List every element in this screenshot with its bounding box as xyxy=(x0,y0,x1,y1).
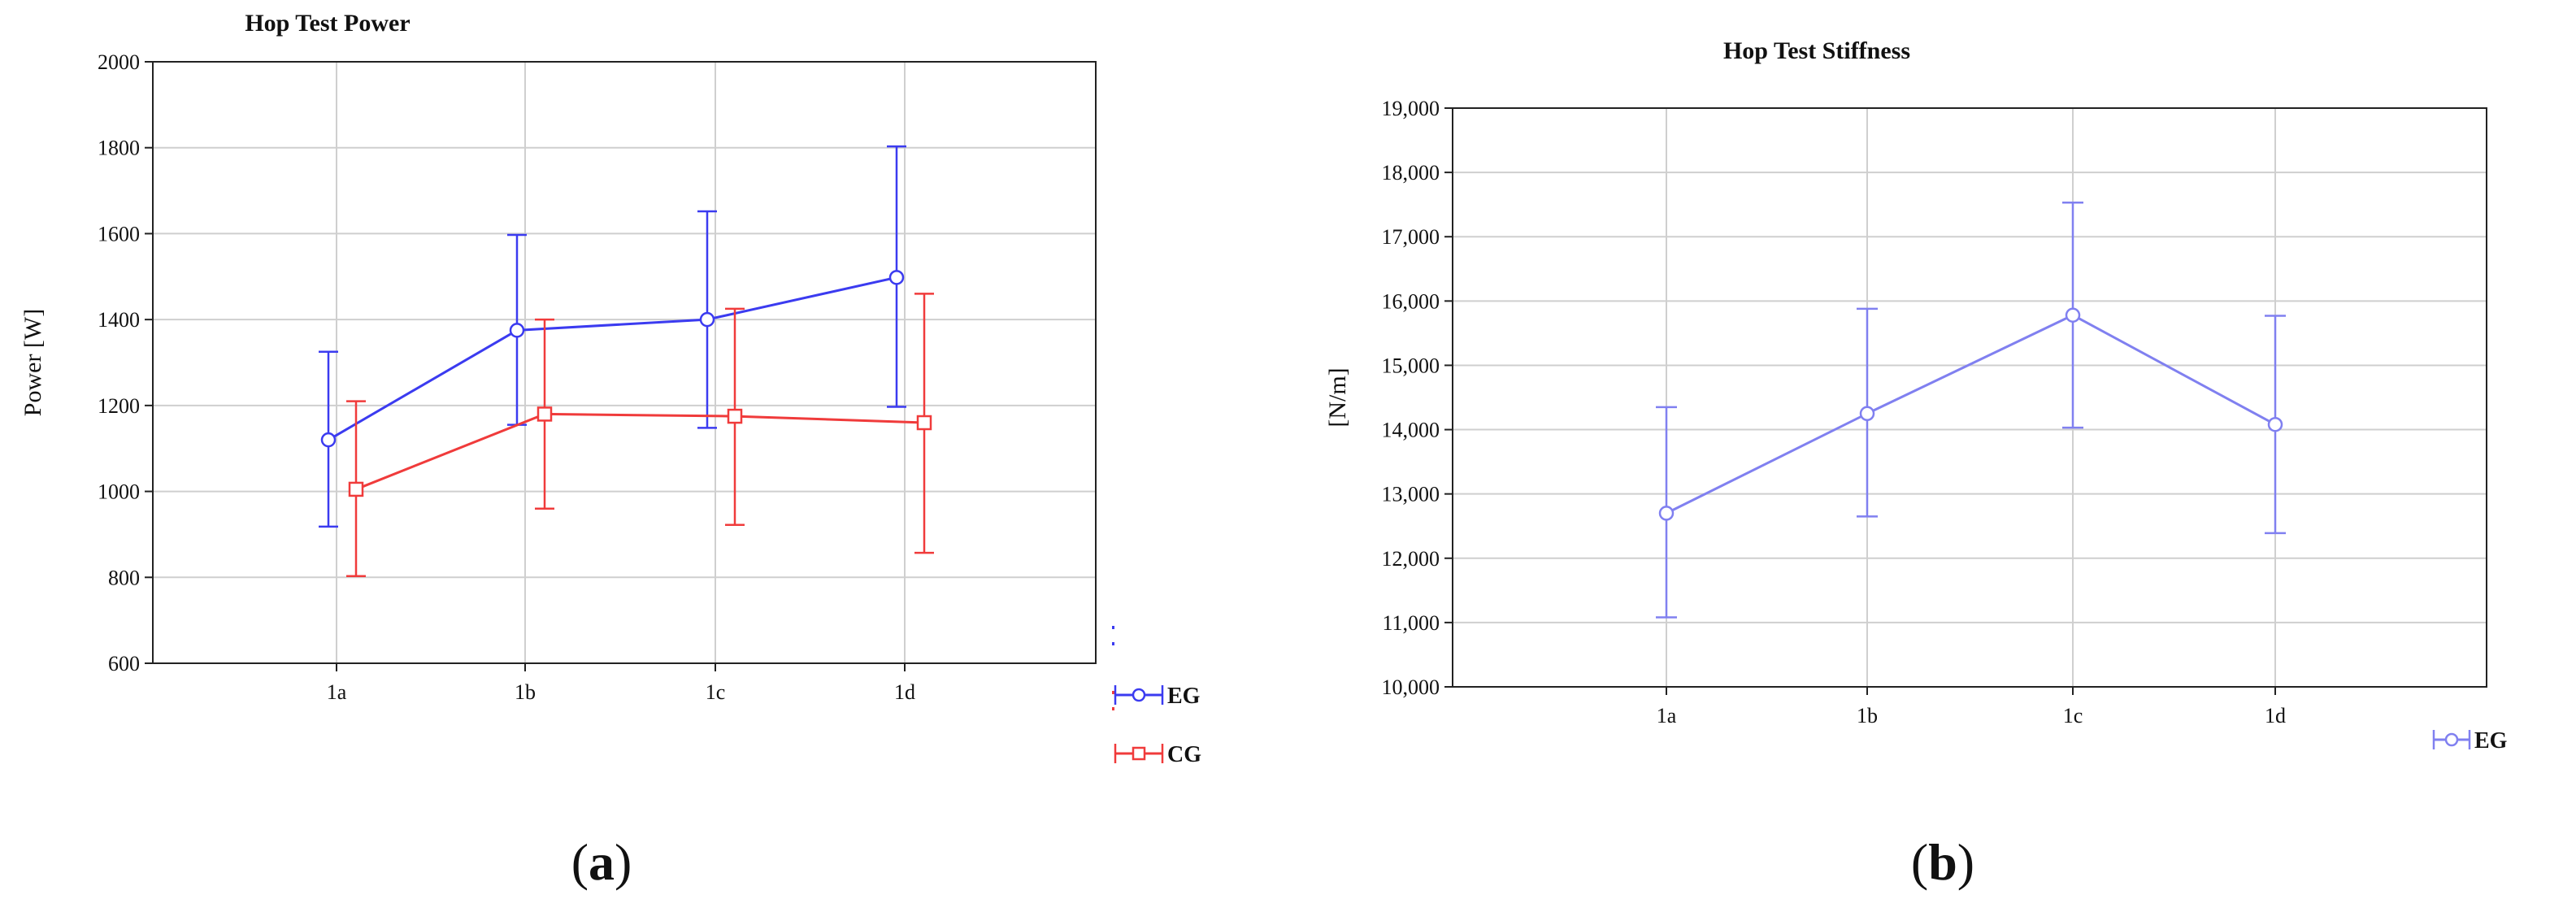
x-tick-label: 1c xyxy=(706,680,726,704)
series-line xyxy=(328,276,897,441)
legend-tick-mark xyxy=(1112,642,1114,645)
data-point xyxy=(320,432,337,448)
data-point xyxy=(699,311,715,328)
y-tick-label: 17,000 xyxy=(1382,225,1440,249)
chart-title: Hop Test Power xyxy=(245,10,410,37)
legend-label: CG xyxy=(1167,742,1201,767)
chart-title: Hop Test Stiffness xyxy=(1723,37,1910,64)
y-tick-label: 1800 xyxy=(98,137,140,160)
series-eg xyxy=(319,145,906,528)
x-tick-label: 1a xyxy=(1657,704,1677,727)
chart-power: 600 800 1000 1200 1400 1600 1800 2000 1a 1b 1c 1d Ho… xyxy=(20,10,1201,891)
x-tick-label: 1d xyxy=(894,680,915,704)
data-point xyxy=(727,408,743,424)
legend-marker xyxy=(2444,732,2459,747)
y-tick-label: 18,000 xyxy=(1382,161,1440,185)
y-tick-label: 1000 xyxy=(98,480,140,504)
plot-area xyxy=(153,62,1096,663)
data-point xyxy=(1658,506,1675,521)
y-tick-label: 10,000 xyxy=(1382,675,1440,699)
y-tick-label: 800 xyxy=(108,566,140,589)
data-point xyxy=(348,481,364,497)
series-eg xyxy=(1656,202,2286,619)
plot-frame xyxy=(1452,107,2487,688)
y-tick-label: 16,000 xyxy=(1382,289,1440,313)
legend-tick-mark xyxy=(1112,691,1114,694)
y-tick-label: 19,000 xyxy=(1382,97,1440,120)
x-tick-label: 1b xyxy=(1857,704,1878,727)
data-point xyxy=(536,406,553,422)
y-tick-label: 12,000 xyxy=(1382,547,1440,571)
chart-stiffness: 10,000 11,000 12,000 13,000 14,000 15,000 16,0… xyxy=(1324,37,2508,891)
y-tick-label: 15,000 xyxy=(1382,354,1440,377)
y-axis-label: [N/m] xyxy=(1324,367,1351,427)
x-tick-label: 1c xyxy=(2063,704,2083,727)
y-tick-label: 11,000 xyxy=(1382,611,1440,635)
series-line xyxy=(1666,314,2276,515)
y-tick-label: 14,000 xyxy=(1382,419,1440,442)
panel-label: (b) xyxy=(1911,833,1974,891)
panel-label: (a) xyxy=(571,833,632,891)
data-point xyxy=(1859,406,1875,422)
data-point xyxy=(509,323,525,338)
y-tick-label: 600 xyxy=(108,652,140,675)
plot-frame xyxy=(152,61,1097,664)
y-tick-label: 1200 xyxy=(98,394,140,418)
series-cg xyxy=(346,293,934,577)
data-point xyxy=(2065,307,2081,323)
y-tick-label: 2000 xyxy=(98,50,140,74)
data-point xyxy=(916,415,932,431)
data-point xyxy=(888,270,905,285)
y-tick-label: 1600 xyxy=(98,222,140,245)
x-tick-label: 1a xyxy=(327,680,347,704)
legend-marker xyxy=(1132,688,1146,702)
legend-marker xyxy=(1132,746,1146,761)
legend: EG CG xyxy=(1112,626,1201,767)
series-line xyxy=(355,412,925,491)
x-tick-label: 1b xyxy=(515,680,536,704)
legend: EG xyxy=(2432,728,2508,753)
x-tick-label: 1d xyxy=(2265,704,2286,727)
y-axis-label: Power [W] xyxy=(20,309,46,416)
legend-tick-mark xyxy=(1112,707,1114,710)
legend-tick-mark xyxy=(1112,626,1114,629)
legend-label: EG xyxy=(1167,684,1201,709)
y-tick-label: 13,000 xyxy=(1382,483,1440,506)
y-tick-label: 1400 xyxy=(98,308,140,332)
data-point xyxy=(2267,416,2283,432)
legend-label: EG xyxy=(2474,728,2508,753)
plot-area xyxy=(1453,108,2487,687)
